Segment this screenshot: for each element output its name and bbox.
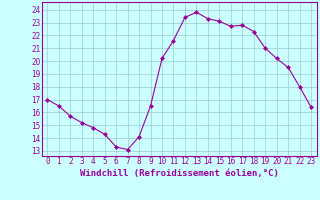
- X-axis label: Windchill (Refroidissement éolien,°C): Windchill (Refroidissement éolien,°C): [80, 169, 279, 178]
